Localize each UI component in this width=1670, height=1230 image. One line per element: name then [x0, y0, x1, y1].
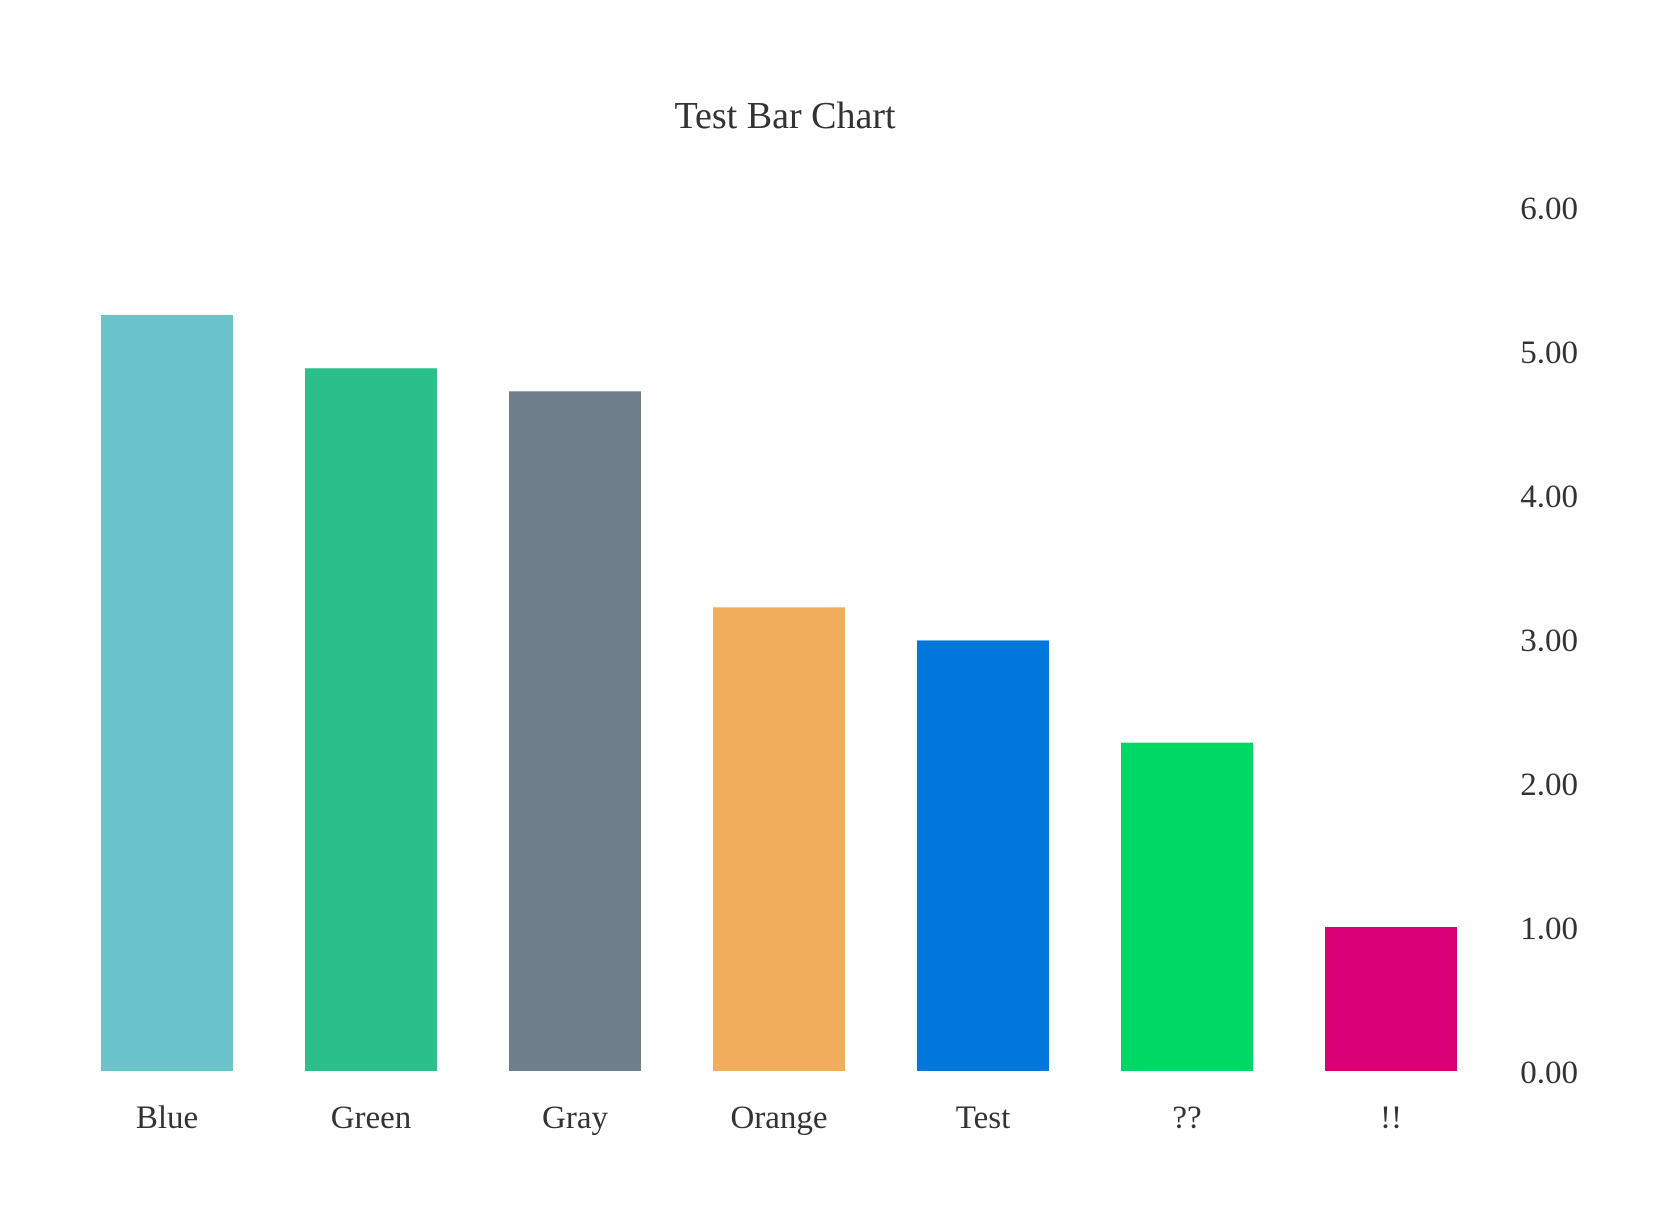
- chart-title: Test Bar Chart: [674, 95, 896, 137]
- x-tick-label: Blue: [136, 1100, 198, 1136]
- y-tick-label: 5.00: [1520, 335, 1578, 371]
- x-tick-label: Green: [331, 1100, 412, 1136]
- y-tick-label: 3.00: [1520, 623, 1578, 659]
- y-tick-label: 6.00: [1520, 191, 1578, 227]
- bar: [917, 640, 1049, 1071]
- x-tick-label: Gray: [542, 1100, 608, 1136]
- y-tick-label: 0.00: [1520, 1055, 1578, 1091]
- y-tick-label: 1.00: [1520, 911, 1578, 947]
- x-axis-labels: Blue Green Gray Orange Test??!!: [136, 1100, 1402, 1136]
- y-tick-label: 2.00: [1520, 767, 1578, 803]
- x-tick-label: !!: [1380, 1100, 1402, 1136]
- bar: [1325, 927, 1457, 1071]
- bar: [101, 315, 233, 1071]
- x-tick-label: Test: [956, 1100, 1011, 1136]
- bars-group: [101, 315, 1457, 1071]
- x-tick-label: ??: [1172, 1100, 1201, 1136]
- x-tick-label: Orange: [730, 1100, 827, 1136]
- bar: [1121, 742, 1253, 1071]
- bar: [305, 368, 437, 1071]
- bar: [713, 607, 845, 1071]
- bar: [509, 391, 641, 1071]
- y-tick-label: 4.00: [1520, 479, 1578, 515]
- y-axis-ticks: 0.00 1.00 2.00 3.00 4.00 5.00 6.00: [1520, 191, 1578, 1091]
